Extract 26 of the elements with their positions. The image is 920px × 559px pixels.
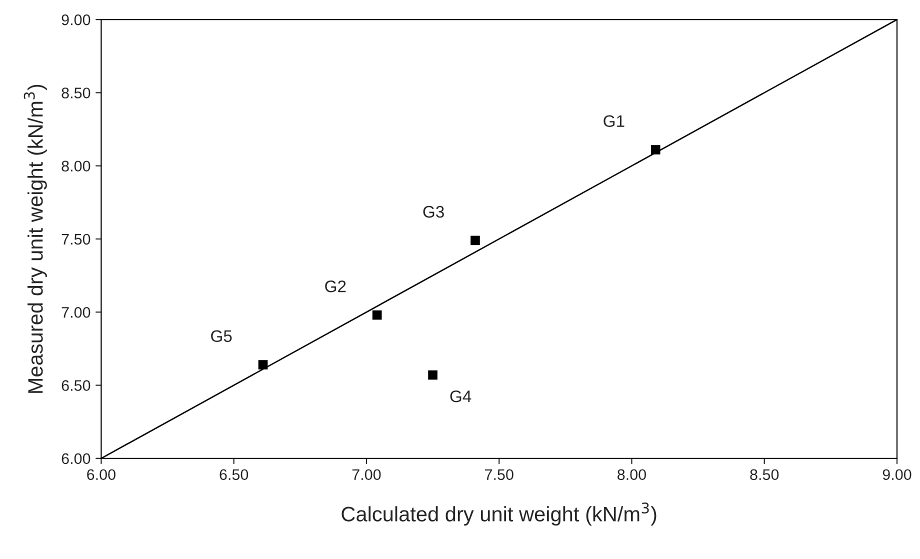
point: [258, 360, 268, 370]
x-tick-label: 9.00: [882, 469, 912, 480]
x-tick-label: 7.00: [352, 469, 381, 480]
annotation: G4: [450, 390, 472, 402]
annotation: G5: [211, 330, 232, 342]
point: [372, 310, 382, 320]
x-tick-label: 6.00: [87, 469, 116, 480]
point: [650, 145, 660, 154]
x-tick-label: 8.50: [750, 469, 779, 480]
y-tick-label: 7.50: [62, 234, 90, 245]
point: [428, 370, 438, 380]
y-tick-label: 9.00: [62, 14, 90, 26]
x-tick-label: 8.00: [618, 469, 646, 480]
y-tick-label: 8.50: [62, 88, 90, 98]
x-axis-title: Calculated dry unit weight (kN/m$^{3}$): [342, 502, 656, 526]
x-tick-label: 6.50: [220, 469, 248, 480]
y-tick-label: 6.50: [62, 380, 90, 391]
annotation: G1: [604, 115, 624, 128]
y-tick-label: 7.00: [62, 306, 90, 318]
annotation: G3: [423, 206, 444, 218]
y-axis-title: Measured dry unit weight (kN/m$^{3}$): [24, 84, 47, 393]
x-tick-label: 7.50: [485, 469, 514, 480]
point: [470, 236, 480, 246]
annotation: G2: [325, 280, 346, 292]
y-tick-label: 8.00: [62, 160, 90, 172]
y-tick-label: 6.00: [62, 453, 90, 464]
